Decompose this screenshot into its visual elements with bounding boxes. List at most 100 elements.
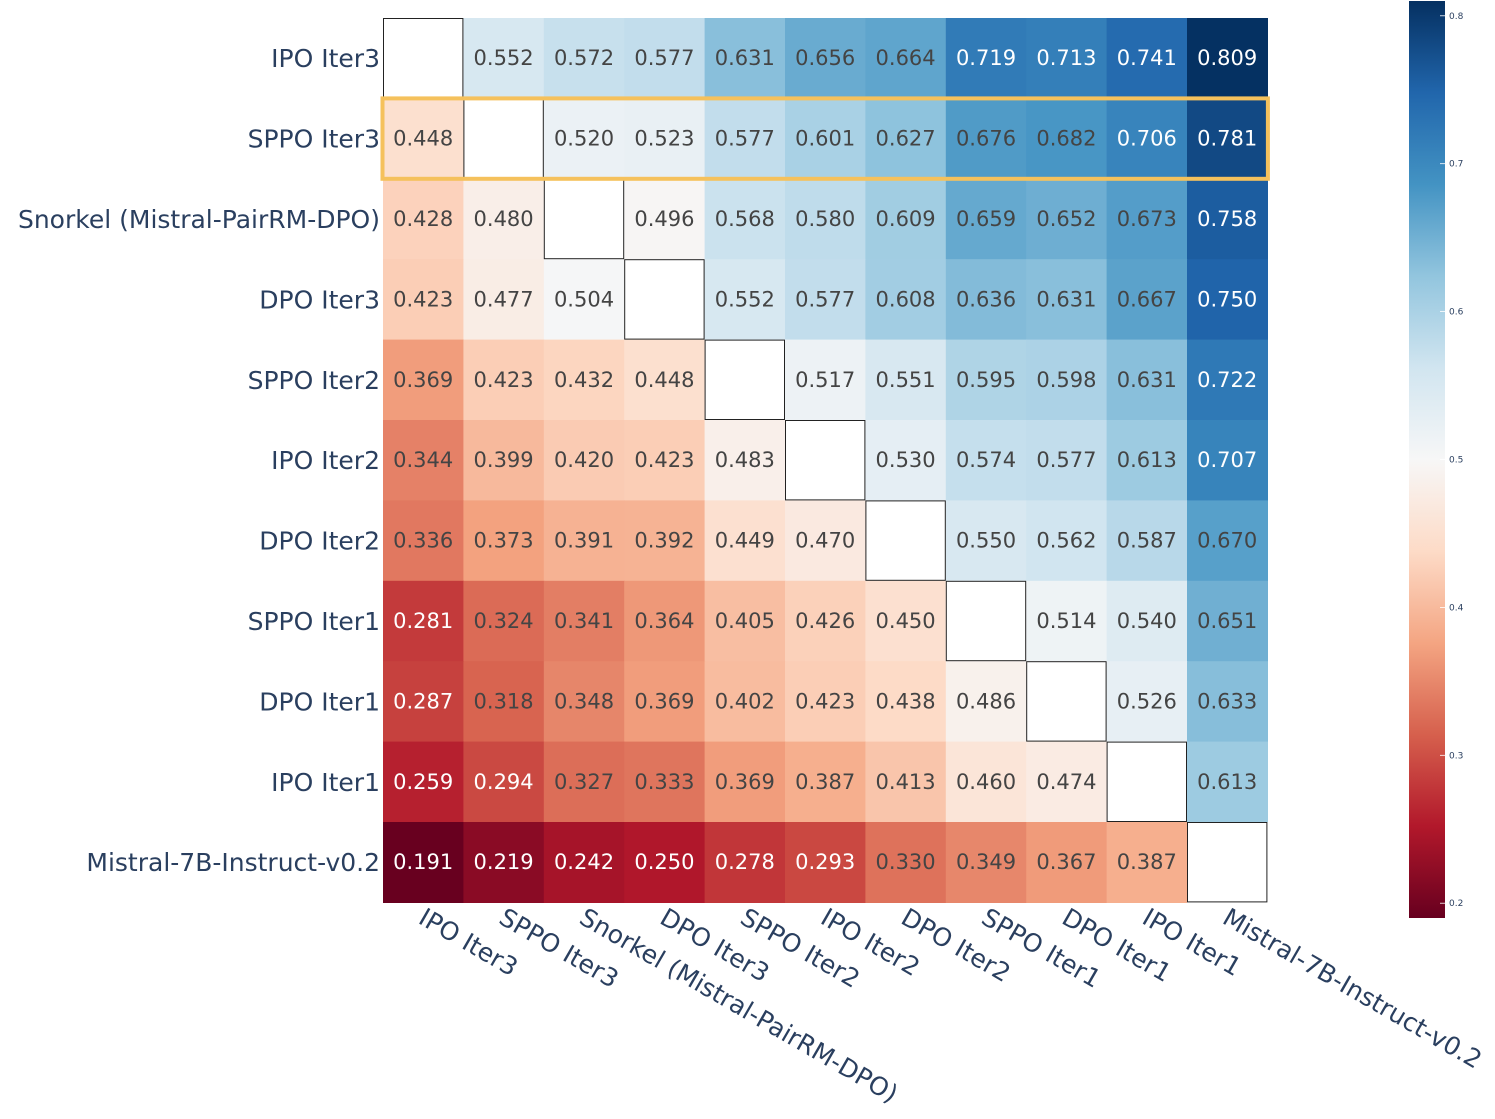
heatmap-value-label: 0.520 xyxy=(554,127,614,151)
heatmap-value-label: 0.405 xyxy=(715,609,775,633)
heatmap-value-label: 0.552 xyxy=(715,287,775,311)
heatmap-cell xyxy=(865,18,947,99)
heatmap-value-label: 0.330 xyxy=(876,850,936,874)
heatmap-cell xyxy=(624,339,706,421)
row-labels: IPO Iter3 SPPO Iter3 Snorkel (Mistral-Pair… xyxy=(18,44,380,877)
heatmap-cell xyxy=(543,339,625,421)
heatmap-value-label: 0.327 xyxy=(554,770,614,794)
heatmap-cell xyxy=(785,178,866,260)
heatmap-cell xyxy=(624,98,706,180)
heatmap-cell xyxy=(1026,500,1108,582)
heatmap-value-label: 0.259 xyxy=(393,770,453,794)
row-label-dpo-iter2: DPO Iter2 xyxy=(259,527,380,556)
heatmap-cell xyxy=(1187,178,1268,260)
heatmap-value-label: 0.369 xyxy=(393,368,453,392)
heatmap-cell xyxy=(1187,500,1268,582)
heatmap-value-label: 0.722 xyxy=(1197,368,1257,392)
heatmap-cell xyxy=(704,580,786,662)
heatmap-value-label: 0.364 xyxy=(634,609,694,633)
heatmap-cell xyxy=(1106,178,1188,260)
heatmap-cell xyxy=(704,259,786,341)
heatmap-cell xyxy=(1187,18,1268,99)
heatmap-cell xyxy=(1026,580,1108,662)
heatmap-cell xyxy=(704,500,786,582)
heatmap-cell xyxy=(383,259,464,341)
diagonal-cell-border xyxy=(704,339,785,421)
heatmap-cell xyxy=(785,741,866,823)
heatmap-cell xyxy=(624,18,706,99)
heatmap-cell xyxy=(383,98,464,180)
heatmap-value-label: 0.568 xyxy=(715,207,775,231)
heatmap-value-label: 0.432 xyxy=(554,368,614,392)
diagonal-cell-border xyxy=(1106,741,1187,822)
heatmap-value-label: 0.577 xyxy=(1036,448,1096,472)
heatmap-cell xyxy=(463,259,545,341)
heatmap-cell xyxy=(865,580,947,662)
diagonal-cell-border xyxy=(1187,822,1268,903)
heatmap-cell xyxy=(463,178,545,260)
heatmap-cell xyxy=(945,259,1027,341)
heatmap-value-label: 0.670 xyxy=(1197,529,1257,553)
heatmap-cell xyxy=(1187,420,1268,501)
colorbar-gradient xyxy=(1409,1,1445,918)
heatmap-value-label: 0.613 xyxy=(1197,770,1257,794)
heatmap-cell xyxy=(704,661,786,743)
heatmap-cell xyxy=(1026,18,1108,99)
row-label-sppo-iter1: SPPO Iter1 xyxy=(248,607,380,636)
heatmap-value-label: 0.682 xyxy=(1036,127,1096,151)
heatmap-cell-empty xyxy=(1026,661,1108,743)
heatmap-cell xyxy=(383,178,464,260)
heatmap-cell xyxy=(1026,822,1108,903)
heatmap-cell xyxy=(624,822,706,903)
diagonal-cell-border xyxy=(1026,661,1107,742)
heatmap-value-label: 0.423 xyxy=(795,689,855,713)
row-label-sppo-iter2: SPPO Iter2 xyxy=(248,366,380,395)
heatmap-value-label: 0.287 xyxy=(393,689,453,713)
heatmap-cell xyxy=(463,741,545,823)
heatmap-value-label: 0.636 xyxy=(956,287,1016,311)
heatmap-value-label: 0.333 xyxy=(634,770,694,794)
heatmap-cell xyxy=(945,500,1027,582)
heatmap-cell xyxy=(785,580,866,662)
heatmap-value-label: 0.449 xyxy=(715,529,775,553)
heatmap-cell xyxy=(945,420,1027,501)
heatmap-cell xyxy=(704,822,786,903)
heatmap-cell xyxy=(463,661,545,743)
heatmap-cell xyxy=(543,580,625,662)
heatmap-value-label: 0.402 xyxy=(715,689,775,713)
heatmap-value-label: 0.504 xyxy=(554,287,614,311)
heatmap-value-label: 0.514 xyxy=(1036,609,1096,633)
heatmap-value-label: 0.423 xyxy=(634,448,694,472)
row-label-dpo-iter3: DPO Iter3 xyxy=(259,285,380,314)
heatmap-value-label: 0.627 xyxy=(876,127,936,151)
heatmap-cell xyxy=(624,661,706,743)
heatmap-cell-empty xyxy=(383,18,464,99)
heatmap-cell xyxy=(543,420,625,501)
heatmap-value-label: 0.706 xyxy=(1117,127,1177,151)
heatmap-cell xyxy=(463,420,545,501)
heatmap-cell xyxy=(383,580,464,662)
row-label-dpo-iter1: DPO Iter1 xyxy=(259,687,380,716)
row-label-ipo-iter1: IPO Iter1 xyxy=(271,768,380,797)
highlight-row-box xyxy=(380,96,1270,181)
heatmap-cell xyxy=(463,580,545,662)
heatmap-value-label: 0.219 xyxy=(474,850,534,874)
heatmap-cell xyxy=(543,98,625,180)
heatmap-cell xyxy=(785,661,866,743)
heatmap-cell xyxy=(543,259,625,341)
heatmap-cell xyxy=(865,178,947,260)
heatmap-value-label: 0.551 xyxy=(876,368,936,392)
heatmap-cell-empty xyxy=(704,339,786,421)
heatmap-value-label: 0.336 xyxy=(393,529,453,553)
heatmap-cell xyxy=(785,500,866,582)
heatmap-cell xyxy=(1187,98,1268,180)
heatmap-value-label: 0.387 xyxy=(1117,850,1177,874)
heatmap-value-label: 0.673 xyxy=(1117,207,1177,231)
heatmap-cell-empty xyxy=(785,420,866,501)
heatmap-cell xyxy=(383,741,464,823)
colorbar-tick-label: 0.6 xyxy=(1449,308,1464,318)
heatmap-value-label: 0.428 xyxy=(393,207,453,231)
heatmap-cell xyxy=(1106,259,1188,341)
heatmap-value-label: 0.448 xyxy=(634,368,694,392)
heatmap-value-label: 0.448 xyxy=(393,127,453,151)
